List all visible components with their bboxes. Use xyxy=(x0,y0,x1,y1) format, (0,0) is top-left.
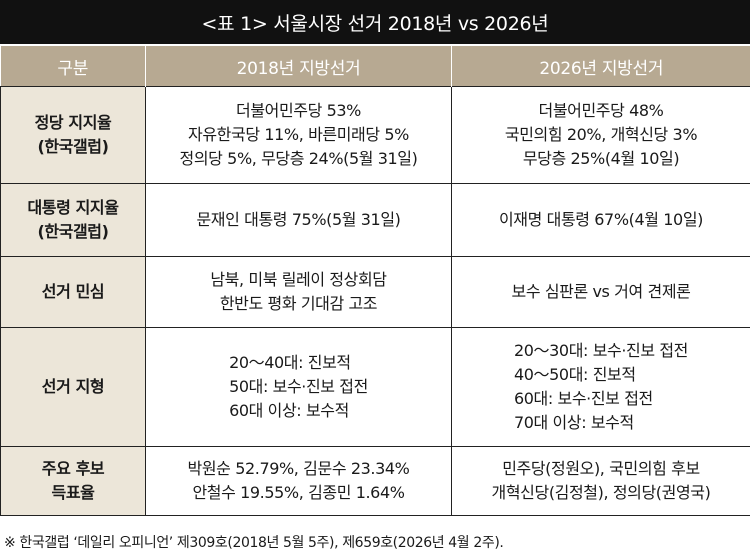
row-label-line: 주요 후보 xyxy=(41,459,105,478)
cell-line: 60대 이상: 보수적 xyxy=(229,401,349,420)
table-row-president-approval: 대통령 지지율 (한국갤럽) 문재인 대통령 75%(5월 31일) 이재명 대… xyxy=(0,183,750,257)
table-row-public-sentiment: 선거 민심 남북, 미북 릴레이 정상회담 한반도 평화 기대감 고조 보수 심… xyxy=(0,256,750,328)
cell-line: 국민의힘 20%, 개혁신당 3% xyxy=(504,125,698,144)
row-label-line: 정당 지지율 xyxy=(34,113,112,132)
cell-line: 박원순 52.79%, 김문수 23.34% xyxy=(187,459,410,478)
row-label-line: (한국갤럽) xyxy=(37,222,109,241)
cell-line: 더불어민주당 53% xyxy=(236,101,361,120)
cell-line: 문재인 대통령 75%(5월 31일) xyxy=(196,210,401,229)
cell-2026: 보수 심판론 vs 거여 견제론 xyxy=(451,256,750,328)
cell-line: 남북, 미북 릴레이 정상회담 xyxy=(210,270,387,289)
cell-line: 더불어민주당 48% xyxy=(538,101,664,120)
row-label: 주요 후보 득표율 xyxy=(0,446,146,516)
cell-2018: 문재인 대통령 75%(5월 31일) xyxy=(145,183,452,257)
cell-block: 20～30대: 보수·진보 접전 40～50대: 진보적 60대: 보수·진보 … xyxy=(514,339,688,435)
row-label-line: 득표율 xyxy=(51,483,95,502)
row-label-line: 선거 민심 xyxy=(41,282,105,301)
cell-line: 정의당 5%, 무당층 24%(5월 31일) xyxy=(179,149,418,168)
cell-2026: 이재명 대통령 67%(4월 10일) xyxy=(451,183,750,257)
cell-line: 민주당(정원오), 국민의힘 후보 xyxy=(502,459,700,478)
header-row: 구분 2018년 지방선거 2026년 지방선거 xyxy=(0,46,750,87)
cell-line: 20～40대: 진보적 xyxy=(229,353,351,372)
row-label-line: (한국갤럽) xyxy=(37,137,109,156)
cell-line: 이재명 대통령 67%(4월 10일) xyxy=(498,210,703,229)
cell-line: 40～50대: 진보적 xyxy=(513,365,636,384)
cell-line: 보수 심판론 vs 거여 견제론 xyxy=(511,282,691,301)
row-label-line: 대통령 지지율 xyxy=(27,198,119,217)
cell-2026: 20～30대: 보수·진보 접전 40～50대: 진보적 60대: 보수·진보 … xyxy=(451,327,750,447)
cell-line: 자유한국당 11%, 바른미래당 5% xyxy=(188,125,409,144)
cell-2026: 더불어민주당 48% 국민의힘 20%, 개혁신당 3% 무당층 25%(4월 … xyxy=(451,86,750,184)
cell-2018: 박원순 52.79%, 김문수 23.34% 안철수 19.55%, 김종민 1… xyxy=(145,446,452,516)
cell-line: 20～30대: 보수·진보 접전 xyxy=(513,341,688,360)
cell-line: 안철수 19.55%, 김종민 1.64% xyxy=(192,483,405,502)
footnote: ※ 한국갤럽 ‘데일리 오피니언’ 제309호(2018년 5월 5주), 제6… xyxy=(4,535,504,551)
cell-2018: 20～40대: 진보적 50대: 보수·진보 접전 60대 이상: 보수적 xyxy=(145,327,452,447)
table-row-candidate-votes: 주요 후보 득표율 박원순 52.79%, 김문수 23.34% 안철수 19.… xyxy=(0,446,750,516)
cell-line: 50대: 보수·진보 접전 xyxy=(229,377,368,396)
row-label: 대통령 지지율 (한국갤럽) xyxy=(0,183,146,257)
cell-2018: 더불어민주당 53% 자유한국당 11%, 바른미래당 5% 정의당 5%, 무… xyxy=(145,86,452,184)
cell-line: 70대 이상: 보수적 xyxy=(513,413,634,432)
header-category: 구분 xyxy=(0,46,146,87)
header-2018: 2018년 지방선거 xyxy=(145,46,452,87)
cell-2026: 민주당(정원오), 국민의힘 후보 개혁신당(김정철), 정의당(권영국) xyxy=(451,446,750,516)
cell-line: 무당층 25%(4월 10일) xyxy=(522,149,680,168)
comparison-table: 구분 2018년 지방선거 2026년 지방선거 정당 지지율 (한국갤럽) 더… xyxy=(0,46,750,516)
cell-block: 20～40대: 진보적 50대: 보수·진보 접전 60대 이상: 보수적 xyxy=(229,351,368,423)
cell-line: 개혁신당(김정철), 정의당(권영국) xyxy=(491,483,711,502)
table-row-party-support: 정당 지지율 (한국갤럽) 더불어민주당 53% 자유한국당 11%, 바른미래… xyxy=(0,86,750,184)
row-label: 선거 지형 xyxy=(0,327,146,447)
row-label: 정당 지지율 (한국갤럽) xyxy=(0,86,146,184)
cell-line: 한반도 평화 기대감 고조 xyxy=(219,294,378,313)
cell-line: 60대: 보수·진보 접전 xyxy=(513,389,653,408)
table-title: <표 1> 서울시장 선거 2018년 vs 2026년 xyxy=(0,0,750,44)
row-label-line: 선거 지형 xyxy=(41,377,105,396)
cell-2018: 남북, 미북 릴레이 정상회담 한반도 평화 기대감 고조 xyxy=(145,256,452,328)
table-row-electoral-landscape: 선거 지형 20～40대: 진보적 50대: 보수·진보 접전 60대 이상: … xyxy=(0,327,750,447)
row-label: 선거 민심 xyxy=(0,256,146,328)
header-2026: 2026년 지방선거 xyxy=(451,46,750,87)
